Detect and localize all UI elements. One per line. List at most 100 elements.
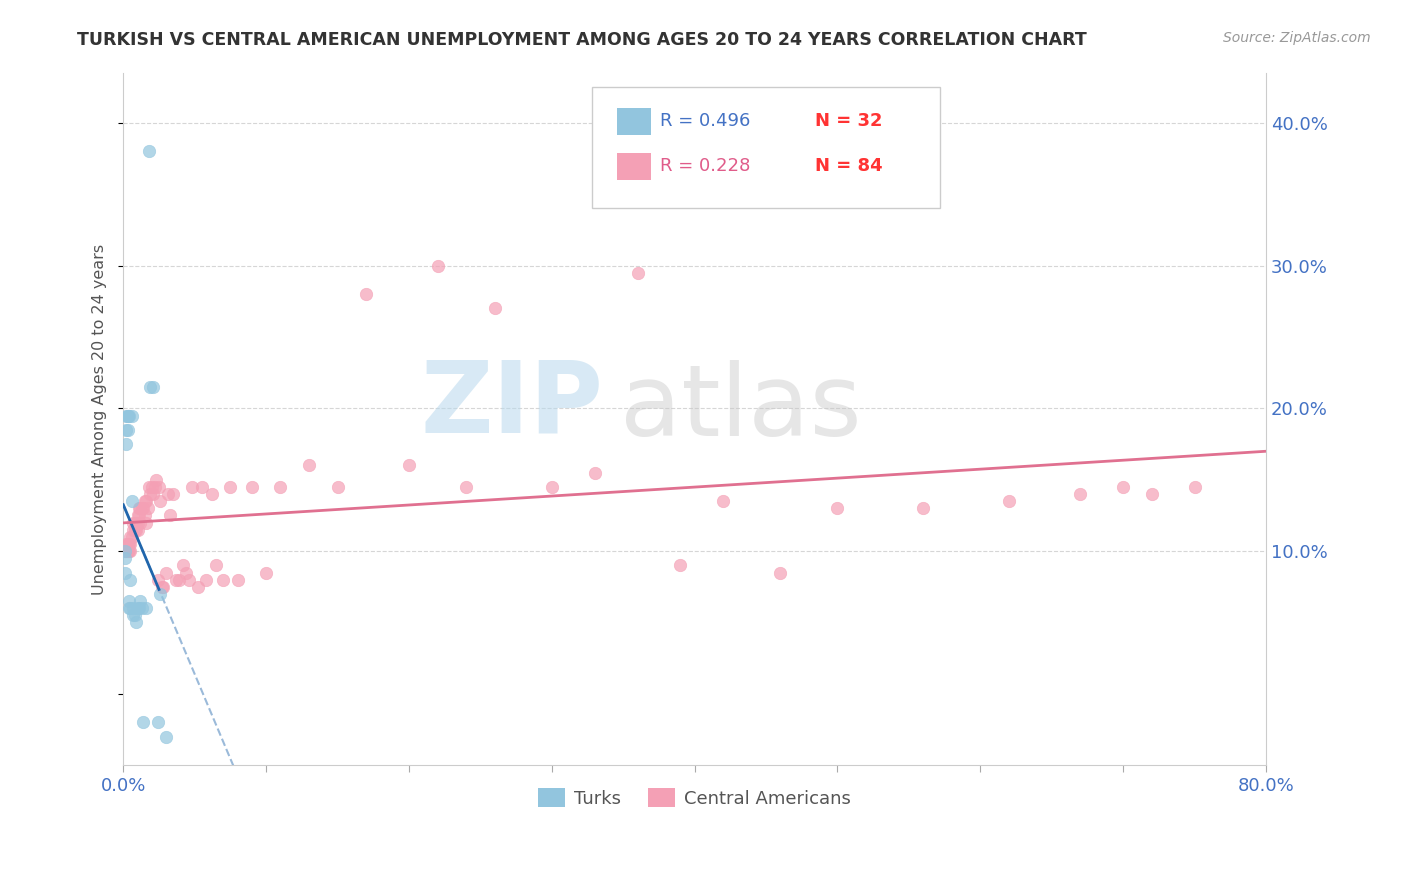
Point (205, 558, 228, 573)
Point (162, 487, 184, 501)
Text: Source: ZipAtlas.com: Source: ZipAtlas.com (1223, 31, 1371, 45)
Point (134, 508, 156, 523)
Point (484, 301, 506, 316)
Point (128, 501, 150, 516)
Point (172, 558, 194, 573)
Point (398, 458, 420, 473)
Point (146, 573, 169, 587)
Point (124, 516, 146, 530)
Point (135, 516, 157, 530)
Point (118, 601, 141, 615)
Point (426, 259, 449, 273)
Point (150, 580, 173, 594)
Text: R = 0.228: R = 0.228 (661, 157, 751, 176)
Point (269, 480, 291, 494)
Point (165, 573, 187, 587)
Point (1112, 480, 1135, 494)
Point (326, 480, 349, 494)
Point (1184, 480, 1206, 494)
Point (118, 537, 141, 551)
Text: R = 0.496: R = 0.496 (661, 112, 751, 130)
Point (195, 573, 218, 587)
Point (132, 501, 155, 516)
Point (115, 409, 138, 423)
Point (149, 587, 172, 601)
Point (146, 715, 169, 730)
Point (912, 501, 935, 516)
Point (159, 508, 181, 523)
Point (127, 601, 149, 615)
Point (177, 573, 200, 587)
Point (122, 601, 145, 615)
Point (139, 487, 162, 501)
Point (669, 558, 692, 573)
Point (155, 566, 177, 580)
Point (122, 523, 145, 537)
Point (122, 516, 145, 530)
Point (127, 516, 149, 530)
Point (131, 601, 153, 615)
Point (125, 523, 148, 537)
Text: TURKISH VS CENTRAL AMERICAN UNEMPLOYMENT AMONG AGES 20 TO 24 YEARS CORRELATION C: TURKISH VS CENTRAL AMERICAN UNEMPLOYMENT… (77, 31, 1087, 49)
Point (152, 580, 174, 594)
Point (135, 494, 157, 508)
Point (122, 608, 145, 623)
Point (117, 544, 139, 558)
Legend: Turks, Central Americans: Turks, Central Americans (531, 781, 859, 815)
Point (212, 573, 235, 587)
Point (118, 594, 141, 608)
Point (583, 466, 606, 480)
FancyBboxPatch shape (592, 87, 941, 208)
Point (254, 566, 277, 580)
Point (127, 523, 149, 537)
Point (136, 501, 159, 516)
Point (298, 458, 321, 473)
Point (827, 501, 849, 516)
Point (121, 494, 143, 508)
Text: atlas: atlas (620, 360, 862, 458)
Point (191, 480, 214, 494)
Point (117, 423, 139, 437)
Point (129, 516, 152, 530)
Point (124, 608, 146, 623)
Point (124, 523, 146, 537)
Point (129, 501, 152, 516)
Point (141, 480, 163, 494)
Point (114, 544, 136, 558)
Point (115, 437, 138, 451)
Point (129, 594, 152, 608)
Point (114, 566, 136, 580)
Point (156, 487, 179, 501)
Point (114, 544, 136, 558)
Point (187, 580, 209, 594)
Point (143, 480, 166, 494)
Point (134, 494, 156, 508)
Point (120, 537, 142, 551)
Point (201, 487, 224, 501)
Point (120, 544, 142, 558)
Point (139, 380, 162, 394)
Point (998, 494, 1021, 508)
Point (132, 715, 155, 730)
Point (1069, 487, 1091, 501)
Text: N = 32: N = 32 (814, 112, 882, 130)
Point (240, 480, 263, 494)
Point (155, 730, 177, 744)
Point (120, 573, 142, 587)
Point (149, 494, 172, 508)
Point (219, 480, 242, 494)
Point (354, 287, 377, 301)
Point (125, 516, 148, 530)
Point (456, 480, 478, 494)
Y-axis label: Unemployment Among Ages 20 to 24 years: Unemployment Among Ages 20 to 24 years (93, 244, 107, 595)
Point (128, 601, 150, 615)
Text: N = 84: N = 84 (814, 157, 882, 176)
Point (769, 566, 792, 580)
Point (148, 480, 170, 494)
Point (131, 501, 153, 516)
Point (117, 537, 139, 551)
Point (1140, 487, 1163, 501)
Point (118, 409, 141, 423)
Point (540, 480, 562, 494)
Point (120, 530, 142, 544)
